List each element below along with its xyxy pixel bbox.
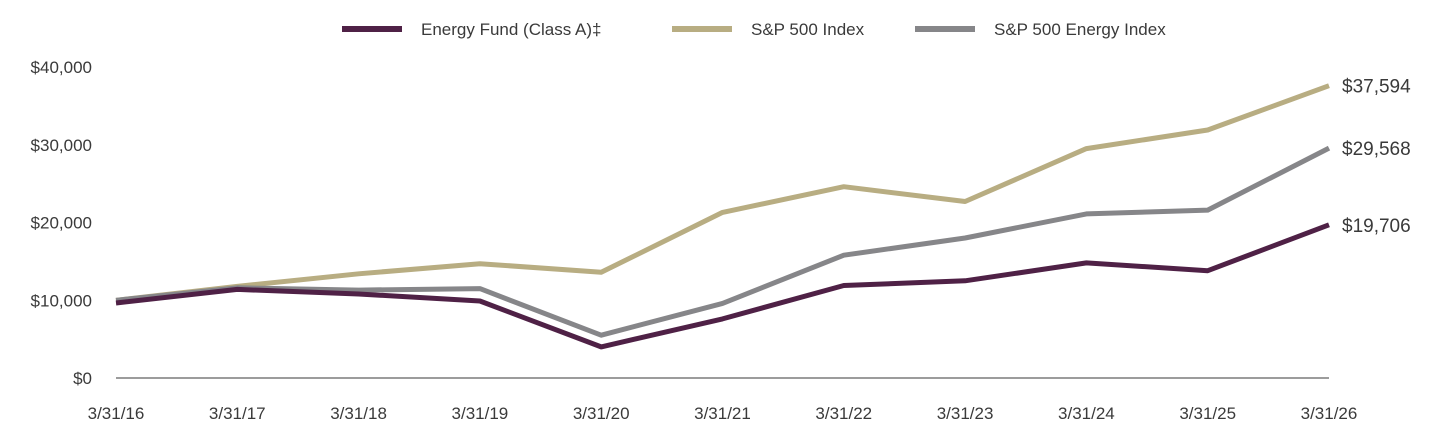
x-tick-label: 3/31/24 [1058,404,1115,423]
legend-label: Energy Fund (Class A)‡ [421,20,601,39]
x-tick-label: 3/31/19 [452,404,509,423]
end-value-label: $37,594 [1342,77,1411,98]
y-tick-label: $30,000 [31,136,92,155]
series-lines [115,83,1331,350]
x-tick-label: 3/31/23 [937,404,994,423]
y-tick-label: $20,000 [31,214,92,233]
y-tick-label: $0 [73,369,92,388]
x-tick-label: 3/31/25 [1179,404,1236,423]
end-value-label: $29,568 [1342,139,1411,160]
x-tick-label: 3/31/18 [330,404,387,423]
legend-label: S&P 500 Energy Index [994,20,1166,39]
end-value-label: $19,706 [1342,216,1411,237]
series-line [115,145,1331,338]
x-tick-label: 3/31/21 [694,404,751,423]
x-tick-label: 3/31/20 [573,404,630,423]
x-tick-label: 3/31/17 [209,404,266,423]
y-tick-label: $10,000 [31,291,92,310]
x-tick-label: 3/31/22 [815,404,872,423]
end-labels: $19,706 $37,594 $29,568 [1342,77,1411,237]
x-tick-label: 3/31/26 [1301,404,1358,423]
x-tick-label: 3/31/16 [88,404,145,423]
x-axis: 3/31/16 3/31/17 3/31/18 3/31/19 3/31/20 3/31/… [88,404,1358,423]
legend: Energy Fund (Class A)‡ S&P 500 Index S&P 5… [342,20,1166,39]
series-line [115,222,1330,350]
series-line [115,83,1330,303]
y-tick-label: $40,000 [31,58,92,77]
y-axis: $0 $10,000 $20,000 $30,000 $40,000 [31,58,92,388]
legend-label: S&P 500 Index [751,20,865,39]
